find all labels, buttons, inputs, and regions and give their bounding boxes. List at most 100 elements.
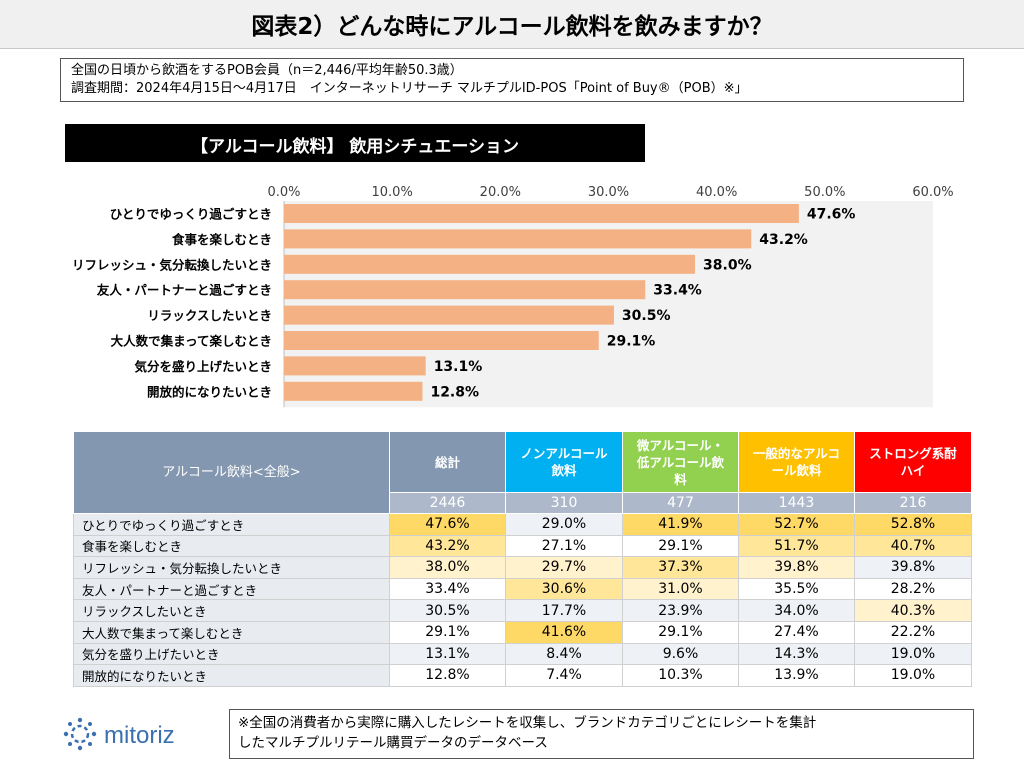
category-label: ひとりでゆっくり過ごすとき: [110, 207, 272, 222]
mitoriz-logo: mitoriz: [63, 717, 175, 751]
bar-value-label: 29.1%: [607, 334, 656, 350]
table-cell: 8.4%: [505, 642, 623, 666]
table-cell: 29.1%: [622, 620, 739, 644]
table-cell: 29.7%: [505, 556, 623, 579]
bar-value-label: 38.0%: [703, 257, 752, 273]
bar-value-label: 33.4%: [653, 283, 702, 299]
table-cell: 31.0%: [622, 577, 739, 601]
table-cell: 52.8%: [854, 513, 972, 536]
table-cell: 34.0%: [738, 599, 855, 622]
table-cell: 43.2%: [389, 534, 506, 558]
bar: [284, 381, 423, 401]
table-cell: 19.0%: [854, 642, 972, 666]
table-cell: 35.5%: [738, 577, 855, 601]
table-cell: 38.0%: [389, 556, 506, 579]
row-label: ひとりでゆっくり過ごすとき: [73, 513, 390, 536]
table-cell: 39.8%: [854, 556, 972, 579]
table-cell: 28.2%: [854, 577, 972, 601]
table-cell: 19.0%: [854, 664, 972, 687]
column-sample-size: 2446: [389, 492, 506, 514]
bar: [284, 305, 614, 325]
bar: [284, 331, 599, 350]
table-corner-label: アルコール飲料<全般>: [73, 431, 390, 514]
category-label: 友人・パートナーと過ごすとき: [96, 283, 272, 298]
table-cell: 47.6%: [389, 513, 506, 536]
table-cell: 13.1%: [389, 642, 506, 666]
x-tick-label: 40.0%: [696, 185, 737, 200]
bar: [284, 254, 696, 274]
section-header: 【アルコール飲料】 飲用シチュエーション: [65, 124, 645, 162]
title-bar: 図表2）どんな時にアルコール飲料を飲みますか？: [0, 0, 1024, 49]
x-tick-label: 30.0%: [588, 185, 629, 200]
table-cell: 30.5%: [389, 599, 506, 622]
table-row: リフレッシュ・気分転換したいとき 38.0% 29.7% 37.3% 39.8% 39.8…: [73, 556, 972, 579]
category-label: 気分を盛り上げたいとき: [134, 359, 272, 374]
column-sample-size: 1443: [738, 492, 855, 514]
column-header: 微アルコール・低アルコール飲料: [622, 431, 739, 493]
table-cell: 29.1%: [389, 620, 506, 644]
table-cell: 27.4%: [738, 620, 855, 644]
bar-value-label: 47.6%: [807, 207, 856, 223]
category-label: 食事を楽しむとき: [171, 232, 272, 247]
logo-text: mitoriz: [104, 722, 175, 749]
table-cell: 39.8%: [738, 556, 855, 579]
row-label: リフレッシュ・気分転換したいとき: [73, 556, 390, 579]
x-tick-label: 20.0%: [480, 185, 521, 200]
table-cell: 52.7%: [738, 513, 855, 536]
x-tick-label: 50.0%: [804, 185, 845, 200]
table-cell: 23.9%: [622, 599, 739, 622]
table-row: ひとりでゆっくり過ごすとき 47.6% 29.0% 41.9% 52.7% 52.8%: [73, 513, 972, 536]
table-cell: 27.1%: [505, 534, 623, 558]
footnote-box: ※全国の消費者から実際に購入したレシートを収集し、ブランドカテゴリごとにレシート…: [229, 709, 974, 759]
table-cell: 51.7%: [738, 534, 855, 558]
category-label: リフレッシュ・気分転換したいとき: [72, 257, 272, 272]
column-header: 一般的なアルコール飲料: [738, 431, 855, 493]
table-cell: 13.9%: [738, 664, 855, 687]
footnote-line-2: したマルチプルリテール購買データのデータベース: [238, 735, 548, 751]
bar-value-label: 30.5%: [622, 308, 671, 324]
survey-info-box: 全国の日頃から飲酒をするPOB会員（n＝2,446/平均年齢50.3歳） 調査期…: [60, 58, 964, 102]
row-label: リラックスしたいとき: [73, 599, 390, 622]
table-cell: 40.7%: [854, 534, 972, 558]
bar: [284, 280, 646, 300]
table-cell: 10.3%: [622, 664, 739, 687]
page-title: 図表2）どんな時にアルコール飲料を飲みますか？: [251, 14, 773, 40]
bar: [284, 356, 426, 376]
category-label: リラックスしたいとき: [147, 308, 272, 323]
column-header: 総計: [389, 431, 506, 493]
table-row: リラックスしたいとき 30.5% 17.7% 23.9% 34.0% 40.3%: [73, 599, 972, 622]
footnote-line-1: ※全国の消費者から実際に購入したレシートを収集し、ブランドカテゴリごとにレシート…: [238, 715, 817, 731]
column-sample-size: 477: [622, 492, 739, 514]
column-header: ノンアルコール飲料: [505, 431, 623, 493]
row-label: 開放的になりたいとき: [73, 664, 390, 687]
x-tick-label: 10.0%: [372, 185, 413, 200]
table-row: 食事を楽しむとき 43.2% 27.1% 29.1% 51.7% 40.7%: [73, 534, 972, 558]
column-header: ストロング系酎ハイ: [854, 431, 972, 493]
table-cell: 41.6%: [505, 620, 623, 644]
bar-value-label: 12.8%: [430, 384, 479, 400]
bar: [284, 229, 752, 249]
table-cell: 33.4%: [389, 577, 506, 601]
table-cell: 22.2%: [854, 620, 972, 644]
bar-value-label: 13.1%: [434, 359, 483, 375]
table-row: 大人数で集まって楽しむとき 29.1% 41.6% 29.1% 27.4% 22.2%: [73, 620, 972, 644]
table-cell: 17.7%: [505, 599, 623, 622]
x-tick-label: 60.0%: [912, 185, 953, 200]
category-label: 大人数で集まって楽しむとき: [111, 334, 272, 349]
table-cell: 29.0%: [505, 513, 623, 536]
table-cell: 30.6%: [505, 577, 623, 601]
table-row: 開放的になりたいとき 12.8% 7.4% 10.3% 13.9% 19.0%: [73, 664, 972, 687]
bar-value-label: 43.2%: [759, 232, 808, 248]
x-tick-label: 0.0%: [267, 185, 300, 200]
table-row: 友人・パートナーと過ごすとき 33.4% 30.6% 31.0% 35.5% 28.2%: [73, 577, 972, 601]
bar: [284, 204, 799, 223]
table-cell: 40.3%: [854, 599, 972, 622]
row-label: 友人・パートナーと過ごすとき: [73, 577, 390, 601]
table-cell: 7.4%: [505, 664, 623, 687]
row-label: 気分を盛り上げたいとき: [73, 642, 390, 666]
row-label: 大人数で集まって楽しむとき: [73, 620, 390, 644]
table-cell: 9.6%: [622, 642, 739, 666]
table-cell: 29.1%: [622, 534, 739, 558]
row-label: 食事を楽しむとき: [73, 534, 390, 558]
column-sample-size: 310: [505, 492, 623, 514]
